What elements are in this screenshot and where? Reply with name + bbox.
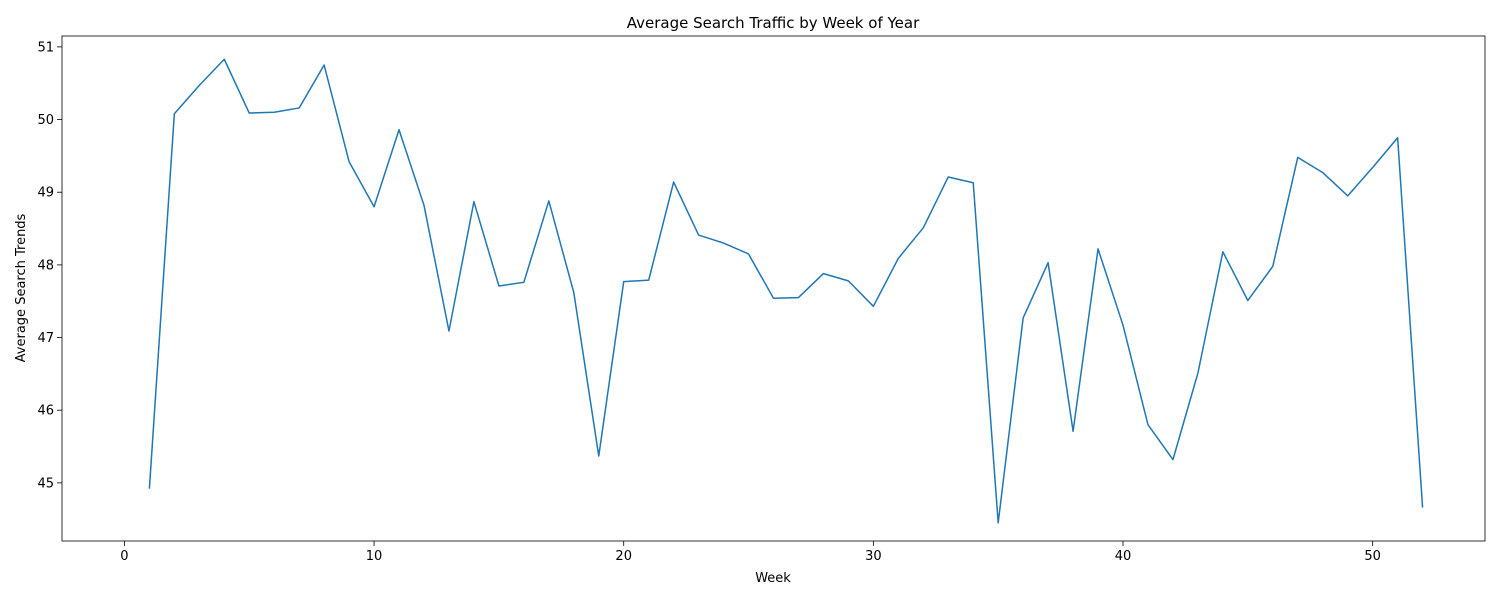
x-tick-label: 20 — [615, 549, 632, 564]
y-tick-label: 49 — [37, 186, 54, 201]
x-tick-label: 10 — [366, 549, 383, 564]
y-axis: 45 46 47 48 49 50 51 — [37, 40, 62, 491]
series-line — [148, 58, 1424, 524]
y-tick-label: 45 — [37, 476, 54, 491]
y-tick-label: 47 — [37, 331, 54, 346]
chart-title: Average Search Traffic by Week of Year — [627, 14, 920, 32]
x-tick-label: 40 — [1115, 549, 1132, 564]
x-tick-label: 50 — [1364, 549, 1381, 564]
y-tick-label: 46 — [37, 404, 54, 419]
plot-frame — [61, 35, 1486, 542]
x-axis: 0 10 20 30 40 50 — [120, 541, 1381, 564]
y-tick-label: 51 — [37, 40, 54, 55]
y-tick-label: 50 — [37, 113, 54, 128]
y-tick-label: 48 — [37, 258, 54, 273]
data-points — [149, 59, 1423, 523]
x-tick-label: 30 — [865, 549, 882, 564]
y-axis-title: Average Search Trends — [14, 213, 29, 362]
x-tick-label: 0 — [120, 549, 128, 564]
plot-area — [62, 36, 1485, 541]
x-axis-title: Week — [755, 571, 791, 586]
